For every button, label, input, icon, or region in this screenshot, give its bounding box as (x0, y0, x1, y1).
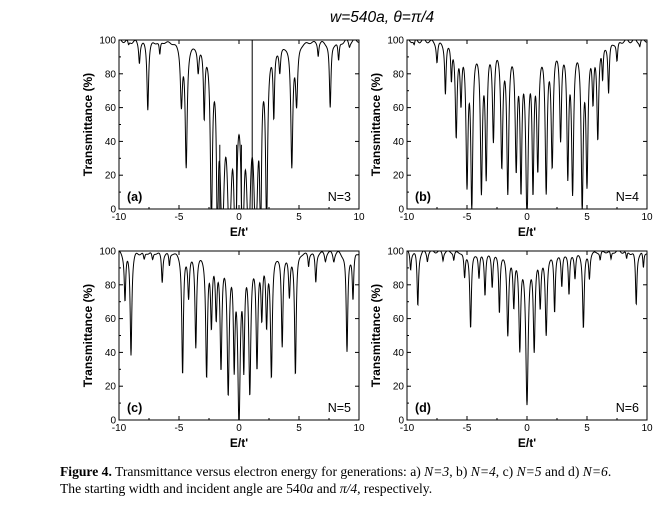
y-tick-label: 20 (105, 382, 117, 393)
y-tick-label: 100 (387, 247, 404, 258)
panel-label: (b) (415, 190, 431, 204)
y-tick-label: 20 (105, 171, 117, 182)
transmittance-curve-2 (407, 39, 648, 210)
y-tick-label: 80 (105, 69, 117, 80)
generation-label: N=6 (616, 401, 639, 415)
y-tick-label: 60 (393, 314, 405, 325)
x-tick-label: 5 (584, 212, 590, 223)
y-axis-label: Transmittance (%) (81, 284, 95, 387)
y-tick-label: 40 (393, 137, 405, 148)
chart-panel-4: 0 20 40 60 80 100 -10 -5 0 5 10 E/t' Transmittance (… (369, 247, 653, 451)
y-axis-label: Transmittance (%) (369, 73, 383, 176)
panel-label: (c) (127, 401, 142, 415)
y-tick-label: 40 (393, 348, 405, 359)
transmittance-curve-3 (118, 250, 360, 421)
plot-frame-2 (406, 39, 648, 210)
panel-label: (a) (127, 190, 142, 204)
chart-panel-3: 0 20 40 60 80 100 -10 -5 0 5 10 E/t' Transmittance (… (81, 247, 365, 451)
y-tick-label: 0 (110, 416, 116, 427)
x-tick-label: -10 (112, 423, 127, 434)
x-axis-label: E/t' (518, 225, 536, 239)
x-tick-label: 10 (353, 212, 365, 223)
x-tick-label: -10 (112, 212, 127, 223)
y-tick-label: 60 (393, 103, 405, 114)
x-axis-label: E/t' (518, 436, 536, 450)
x-tick-label: 5 (584, 423, 590, 434)
y-axis-label: Transmittance (%) (369, 284, 383, 387)
y-tick-label: 80 (105, 280, 117, 291)
generation-label: N=5 (328, 401, 351, 415)
y-axis-label: Transmittance (%) (81, 73, 95, 176)
x-tick-label: 0 (524, 423, 530, 434)
plot-frame-1 (118, 39, 360, 210)
y-tick-label: 60 (105, 103, 117, 114)
y-tick-label: 20 (393, 171, 405, 182)
figure-caption: Figure 4. Transmittance versus electron … (60, 464, 612, 496)
x-tick-label: -5 (175, 212, 184, 223)
x-tick-label: -10 (400, 423, 415, 434)
y-tick-label: 20 (393, 382, 405, 393)
y-tick-label: 100 (99, 36, 116, 47)
x-tick-label: -5 (463, 212, 472, 223)
y-tick-label: 60 (105, 314, 117, 325)
transmittance-curve-1 (119, 39, 360, 210)
y-tick-label: 0 (398, 416, 404, 427)
x-tick-label: -5 (463, 423, 472, 434)
x-tick-label: 0 (524, 212, 530, 223)
x-tick-label: -5 (175, 423, 184, 434)
y-tick-label: 80 (393, 280, 405, 291)
transmittance-curve-4 (407, 250, 648, 406)
x-tick-label: 0 (236, 212, 242, 223)
x-axis-label: E/t' (230, 436, 248, 450)
y-tick-label: 0 (110, 205, 116, 216)
chart-panel-1: 0 20 40 60 80 100 -10 -5 0 5 10 E/t' Transmittance (… (81, 36, 365, 240)
y-tick-label: 100 (387, 36, 404, 47)
x-axis-label: E/t' (230, 225, 248, 239)
panel-label: (d) (415, 401, 431, 415)
y-tick-label: 40 (105, 137, 117, 148)
generation-label: N=3 (328, 190, 351, 204)
chart-panel-2: 0 20 40 60 80 100 -10 -5 0 5 10 E/t' Transmittance (… (369, 36, 653, 240)
x-tick-label: 10 (353, 423, 365, 434)
y-tick-label: 100 (99, 247, 116, 258)
x-tick-label: 5 (296, 212, 302, 223)
x-tick-label: 10 (641, 423, 653, 434)
y-tick-label: 80 (393, 69, 405, 80)
generation-label: N=4 (616, 190, 639, 204)
figure-supertitle: w=540a, θ=π/4 (330, 9, 435, 26)
y-tick-label: 40 (105, 348, 117, 359)
plot-frame-3 (118, 250, 360, 421)
x-tick-label: 5 (296, 423, 302, 434)
x-tick-label: -10 (400, 212, 415, 223)
x-tick-label: 0 (236, 423, 242, 434)
x-tick-label: 10 (641, 212, 653, 223)
y-tick-label: 0 (398, 205, 404, 216)
